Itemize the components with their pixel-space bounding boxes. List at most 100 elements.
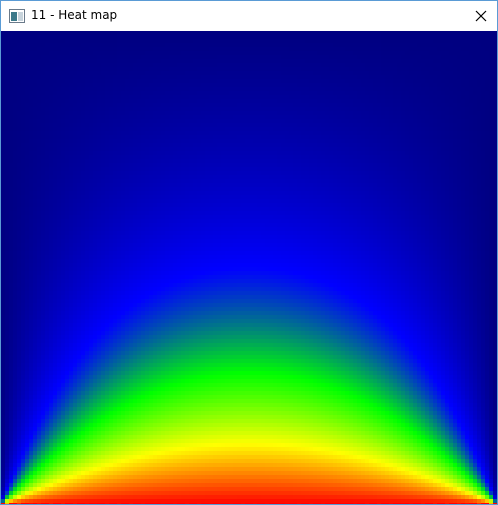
heat-cell (133, 175, 137, 179)
heat-cell (465, 119, 469, 123)
heat-cell (229, 67, 233, 71)
heat-cell (9, 39, 13, 43)
heat-cell (25, 155, 29, 159)
heat-cell (217, 43, 221, 47)
heat-cell (121, 159, 125, 163)
heat-cell (161, 95, 165, 99)
heat-cell (233, 103, 237, 107)
heat-cell (21, 59, 25, 63)
heat-cell (373, 103, 377, 107)
heat-cell (405, 99, 409, 103)
heat-cell (93, 71, 97, 75)
heat-cell (53, 187, 57, 191)
heat-cell (441, 83, 445, 87)
heat-cell (25, 91, 29, 95)
heat-cell (381, 67, 385, 71)
heat-cell (237, 43, 241, 47)
heat-cell (53, 175, 57, 179)
heat-cell (21, 143, 25, 147)
heat-cell (325, 111, 329, 115)
heat-cell (485, 119, 489, 123)
heat-cell (237, 175, 241, 179)
heat-cell (233, 71, 237, 75)
heat-cell (189, 79, 193, 83)
heat-cell (341, 151, 345, 155)
heat-cell (113, 63, 117, 67)
heat-cell (493, 67, 497, 71)
heat-cell (109, 183, 113, 187)
heat-cell (165, 75, 169, 79)
heat-cell (377, 99, 381, 103)
heat-cell (169, 115, 173, 119)
heat-cell (213, 127, 217, 131)
heat-cell (253, 71, 257, 75)
heat-cell (161, 159, 165, 163)
heat-cell (317, 47, 321, 51)
heat-cell (313, 163, 317, 167)
heat-cell (449, 135, 453, 139)
heat-cell (341, 39, 345, 43)
heat-cell (433, 103, 437, 107)
heat-cell (413, 63, 417, 67)
heat-cell (353, 147, 357, 151)
heat-cell (421, 175, 425, 179)
heat-cell (137, 99, 141, 103)
close-button[interactable] (465, 1, 497, 31)
heat-cell (85, 179, 89, 183)
heat-cell (45, 127, 49, 131)
heat-cell (441, 135, 445, 139)
heat-cell (65, 111, 69, 115)
heat-cell (17, 83, 21, 87)
heat-cell (349, 71, 353, 75)
heat-cell (161, 179, 165, 183)
heat-cell (397, 163, 401, 167)
heat-cell (61, 83, 65, 87)
heat-cell (105, 115, 109, 119)
heat-cell (193, 75, 197, 79)
heat-cell (473, 127, 477, 131)
heat-cell (1, 115, 5, 119)
heat-cell (233, 55, 237, 59)
heat-cell (309, 87, 313, 91)
heat-cell (13, 103, 17, 107)
heat-cell (121, 35, 125, 39)
heat-cell (309, 171, 313, 175)
heat-cell (157, 35, 161, 39)
heat-cell (257, 31, 261, 35)
heat-cell (81, 99, 85, 103)
heat-cell (217, 111, 221, 115)
heat-cell (285, 51, 289, 55)
heat-cell (241, 139, 245, 143)
heat-cell (289, 43, 293, 47)
heat-cell (189, 159, 193, 163)
heat-cell (449, 43, 453, 47)
heat-cell (393, 111, 397, 115)
heat-cell (41, 175, 45, 179)
heat-cell (361, 163, 365, 167)
heat-cell (233, 183, 237, 187)
heat-cell (105, 171, 109, 175)
heat-cell (181, 155, 185, 159)
heat-cell (245, 111, 249, 115)
heat-cell (137, 47, 141, 51)
heat-cell (157, 67, 161, 71)
heat-cell (33, 75, 37, 79)
heat-cell (213, 75, 217, 79)
heat-cell (117, 59, 121, 63)
heat-cell (357, 183, 361, 187)
heat-cell (401, 167, 405, 171)
heat-cell (137, 151, 141, 155)
heat-cell (221, 115, 225, 119)
heat-cell (1, 95, 5, 99)
heat-cell (341, 71, 345, 75)
heat-cell (357, 87, 361, 91)
heat-cell (137, 179, 141, 183)
heat-cell (101, 175, 105, 179)
heat-cell (241, 31, 245, 35)
heat-cell (93, 43, 97, 47)
heat-cell (417, 63, 421, 67)
heat-cell (293, 167, 297, 171)
heat-cell (117, 119, 121, 123)
heat-cell (317, 115, 321, 119)
heat-cell (177, 147, 181, 151)
